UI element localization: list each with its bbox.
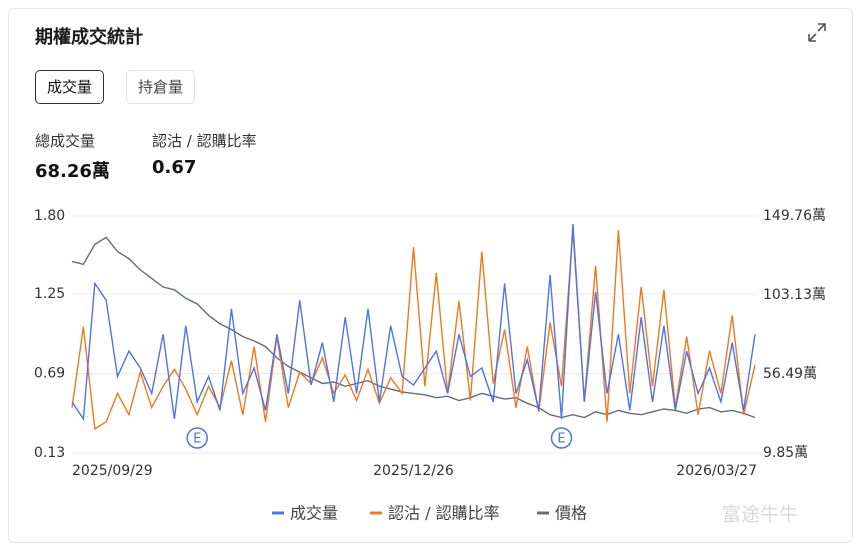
x-tick-label: 2025/12/26 bbox=[373, 463, 454, 479]
series-line bbox=[71, 236, 756, 419]
event-marker bbox=[550, 427, 573, 449]
x-tick-label: 2025/09/29 bbox=[72, 463, 153, 479]
y2-tick-label: 9.85萬 bbox=[763, 445, 808, 461]
y-tick-label: 0.13 bbox=[34, 445, 65, 461]
event-label: E bbox=[557, 432, 565, 447]
y-tick-label: 0.69 bbox=[34, 366, 65, 382]
expand-icon[interactable] bbox=[808, 23, 826, 42]
y2-tick-label: 149.76萬 bbox=[763, 208, 826, 224]
series-line bbox=[71, 224, 756, 421]
x-tick-label: 2026/03/27 bbox=[676, 463, 757, 479]
stat-label: 總成交量 bbox=[35, 132, 96, 150]
event-label: E bbox=[193, 432, 201, 447]
stat-value: 68.26萬 bbox=[35, 161, 110, 182]
event-marker bbox=[186, 427, 208, 449]
watermark: 富途牛牛 bbox=[722, 504, 798, 526]
legend-label: 成交量 bbox=[290, 504, 338, 523]
tab[interactable]: 成交量 bbox=[35, 70, 105, 104]
tab[interactable]: 持倉量 bbox=[126, 70, 196, 104]
legend-label: 價格 bbox=[555, 504, 587, 523]
y2-tick-label: 56.49萬 bbox=[763, 366, 817, 382]
series-line bbox=[71, 230, 756, 431]
stat-value: 0.67 bbox=[152, 157, 197, 178]
y-tick-label: 1.80 bbox=[34, 208, 65, 224]
y2-tick-label: 103.13萬 bbox=[763, 287, 826, 303]
legend-label: 認沽 / 認購比率 bbox=[388, 504, 500, 523]
stat-label: 認沽 / 認購比率 bbox=[152, 132, 257, 150]
card-title: 期權成交統計 bbox=[35, 27, 143, 48]
y-tick-label: 1.25 bbox=[34, 286, 65, 302]
